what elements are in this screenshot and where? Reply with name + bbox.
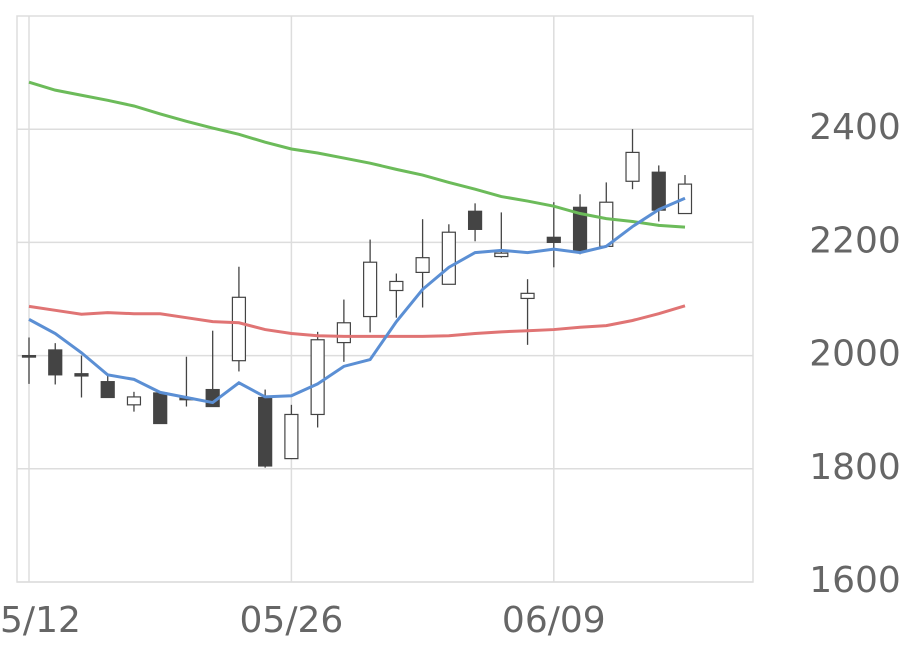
candle-body xyxy=(415,257,430,273)
candle-body xyxy=(310,339,325,416)
candle-body xyxy=(625,151,640,182)
candle-body xyxy=(126,396,142,406)
x-tick-label: 06/09 xyxy=(502,600,606,641)
y-tick-label: 1800 xyxy=(809,447,901,488)
x-tick-label: 05/26 xyxy=(240,600,344,641)
y-tick-label: 1600 xyxy=(809,560,901,601)
x-tick-label: 05/12 xyxy=(0,600,81,641)
y-tick-label: 2000 xyxy=(809,334,901,375)
candle-body xyxy=(48,349,63,376)
candle-body xyxy=(546,236,561,243)
candle-body xyxy=(599,201,614,247)
candle-body xyxy=(21,355,37,358)
candle-body xyxy=(389,280,404,292)
candle-body xyxy=(494,252,509,258)
y-tick-label: 2200 xyxy=(809,220,901,261)
candle-body xyxy=(651,171,666,211)
line-series xyxy=(28,80,686,229)
candle-body xyxy=(284,413,299,460)
candle-body xyxy=(258,396,273,467)
candle-body xyxy=(441,231,456,285)
line-series xyxy=(28,196,686,405)
plot-frame xyxy=(16,15,754,583)
candle-body xyxy=(231,296,247,362)
candle-body xyxy=(100,381,115,399)
candle-body xyxy=(467,210,483,230)
candle-body xyxy=(336,322,351,344)
y-tick-label: 2400 xyxy=(809,107,901,148)
candle-body xyxy=(520,292,535,300)
candle-body xyxy=(74,373,89,377)
line-series xyxy=(28,304,686,338)
candle-body xyxy=(363,261,378,318)
candle-body xyxy=(153,392,168,425)
